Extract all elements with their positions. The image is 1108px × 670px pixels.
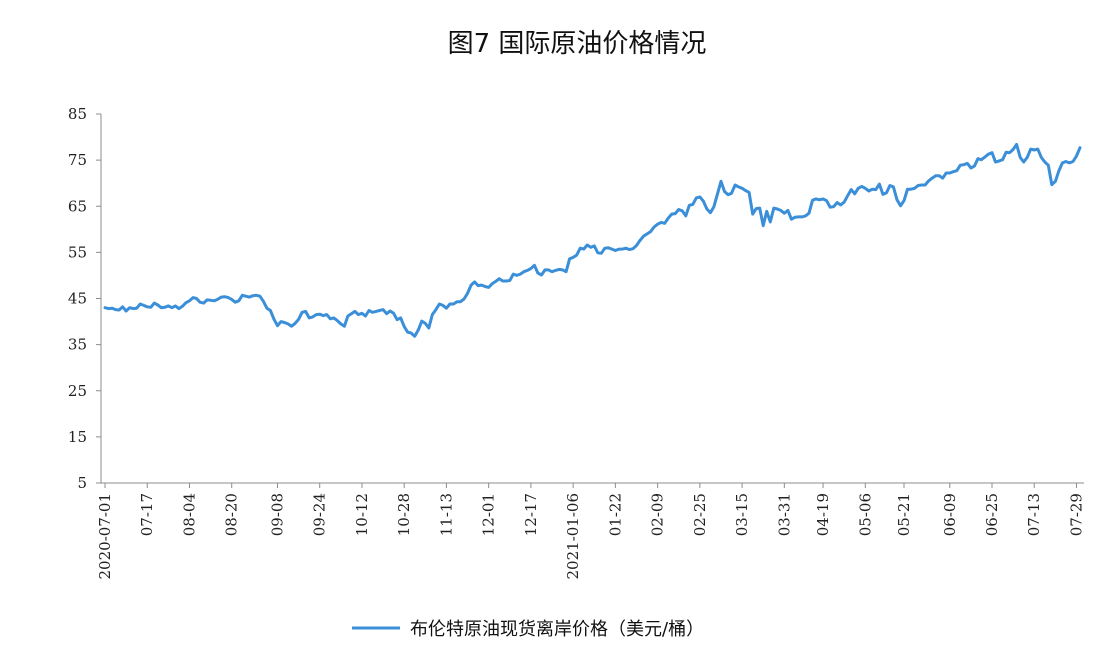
x-tick-label: 07-29: [1067, 493, 1085, 536]
x-tick-label: 10-28: [395, 493, 413, 536]
x-tick-label: 11-13: [437, 493, 455, 536]
axes: [100, 114, 1084, 484]
x-tick-label: 12-17: [522, 493, 540, 536]
x-tick-label: 03-31: [775, 493, 793, 536]
x-tick-label: 09-08: [268, 493, 286, 536]
x-tick-label: 06-09: [941, 493, 959, 536]
x-tick-label: 05-21: [895, 493, 913, 536]
x-tick-label: 2020-07-01: [96, 493, 114, 579]
y-tick-label: 65: [68, 197, 87, 215]
x-tick-label: 02-09: [649, 493, 667, 536]
x-tick-label: 04-19: [814, 493, 832, 536]
x-tick-label: 08-20: [223, 493, 241, 536]
y-tick-label: 5: [77, 474, 87, 492]
y-tick-label: 25: [68, 382, 87, 400]
series-line-brent: [103, 142, 1082, 338]
y-tick-label: 35: [68, 336, 87, 354]
x-tick-label: 07-13: [1025, 493, 1043, 536]
y-axis-ticks: 85 75 65 55 45 35 25 15 5: [68, 105, 101, 492]
x-axis-ticks: 2020-07-01 07-17 08-04 08-20 09-08 09-24 10-12…: [96, 483, 1085, 579]
x-tick-label: 01-22: [606, 493, 624, 536]
y-tick-label: 85: [68, 105, 87, 123]
legend-label: 布伦特原油现货离岸价格（美元/桶）: [410, 619, 704, 640]
y-tick-label: 15: [68, 428, 87, 446]
x-tick-label: 03-15: [733, 493, 751, 536]
x-tick-label: 12-01: [480, 493, 498, 536]
x-tick-label: 05-06: [856, 493, 874, 536]
x-tick-label: 07-17: [138, 493, 156, 536]
y-tick-label: 45: [68, 290, 87, 308]
x-tick-label: 02-25: [691, 493, 709, 536]
x-tick-label: 2021-01-06: [564, 493, 582, 579]
x-tick-label: 08-04: [180, 493, 198, 536]
x-tick-label: 09-24: [311, 493, 329, 536]
y-tick-label: 75: [68, 151, 87, 169]
y-tick-label: 55: [68, 243, 87, 261]
x-tick-label: 06-25: [983, 493, 1001, 536]
x-tick-label: 10-12: [353, 493, 371, 536]
legend: 布伦特原油现货离岸价格（美元/桶）: [352, 619, 704, 640]
chart-title: 图7 国际原油价格情况: [448, 29, 707, 59]
